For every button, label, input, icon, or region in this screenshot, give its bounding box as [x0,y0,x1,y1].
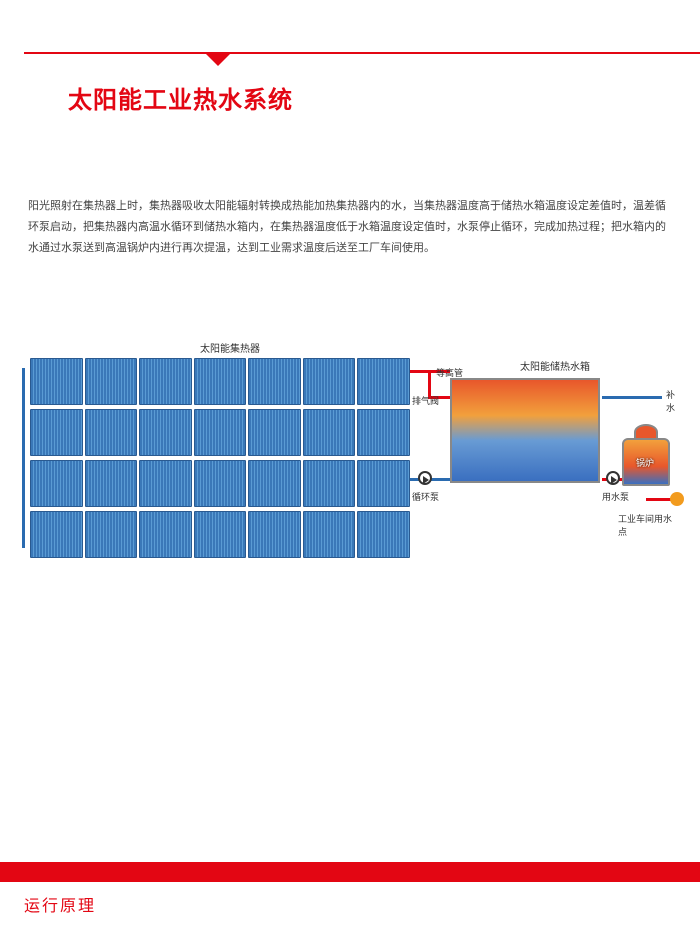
collector-panel [139,358,192,405]
use-pump-label: 用水泵 [602,490,629,503]
equalizer-label: 等高管 [436,366,463,379]
collector-panel [248,358,301,405]
collector-label: 太阳能集热器 [200,340,260,355]
collector-panel [194,358,247,405]
header-divider [24,52,700,54]
collector-panel [303,511,356,558]
collector-panel [30,409,83,456]
collector-panel [194,460,247,507]
collector-array [30,358,410,558]
collector-panel [139,460,192,507]
exhaust-label: 排气阀 [412,394,439,407]
description-text: 阳光照射在集热器上时，集热器吸收太阳能辐射转换成热能加热集热器内的水，当集热器温… [28,196,672,259]
storage-tank [450,378,600,483]
tap-icon [670,492,684,506]
collector-panel [357,460,410,507]
collector-panel [30,460,83,507]
collector-panel [357,511,410,558]
collector-panel [30,358,83,405]
collector-panel [139,511,192,558]
collector-panel [194,409,247,456]
supply-label: 补水 [666,388,680,414]
collector-panel [357,409,410,456]
footer-divider [0,862,700,882]
tank-label: 太阳能储热水箱 [520,358,590,373]
page-title: 太阳能工业热水系统 [68,80,293,115]
system-diagram: 太阳能集热器 太阳能储热水箱 补水 循环泵 等高管 排气阀 用水泵 锅炉 工业车… [20,340,680,620]
collector-panel [30,511,83,558]
workshop-label: 工业车间用水点 [618,512,680,538]
use-pump-icon [606,471,620,485]
collector-panel [85,460,138,507]
boiler: 锅炉 [622,438,670,486]
collector-panel [85,358,138,405]
collector-panel [357,358,410,405]
collector-panel [139,409,192,456]
collector-panel [303,358,356,405]
collector-panel [85,409,138,456]
collector-panel [248,511,301,558]
collector-panel [303,409,356,456]
header-triangle-icon [206,54,230,66]
collector-panel [248,460,301,507]
collector-panel [194,511,247,558]
section-title: 运行原理 [24,892,96,916]
pipe-supply [602,396,662,399]
collector-panel [248,409,301,456]
collector-panel [85,511,138,558]
circulation-pump-icon [418,471,432,485]
circ-pump-label: 循环泵 [412,490,439,503]
collector-panel [303,460,356,507]
pipe-return [22,368,25,548]
boiler-label: 锅炉 [636,456,654,469]
